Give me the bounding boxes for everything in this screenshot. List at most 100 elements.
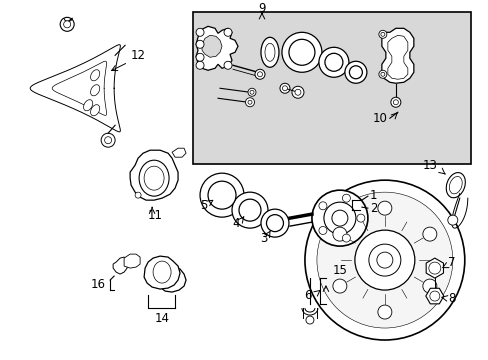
Circle shape [135, 192, 141, 198]
Circle shape [342, 194, 350, 202]
Circle shape [257, 72, 262, 77]
Circle shape [245, 98, 254, 107]
Polygon shape [381, 28, 413, 83]
Circle shape [239, 199, 261, 221]
Circle shape [101, 133, 115, 147]
Circle shape [342, 234, 350, 242]
Circle shape [196, 40, 203, 48]
Circle shape [323, 202, 355, 234]
Ellipse shape [153, 261, 171, 283]
Polygon shape [113, 257, 127, 274]
Circle shape [282, 86, 287, 91]
Ellipse shape [90, 85, 100, 96]
Text: 7: 7 [447, 256, 455, 269]
Circle shape [224, 61, 231, 69]
Circle shape [429, 291, 439, 301]
Circle shape [316, 192, 452, 328]
Circle shape [318, 47, 348, 77]
Ellipse shape [144, 166, 164, 190]
Polygon shape [172, 148, 185, 157]
Bar [193, 12, 470, 164]
Circle shape [378, 30, 386, 38]
Text: 16: 16 [90, 278, 105, 291]
Circle shape [422, 227, 436, 241]
Circle shape [261, 209, 288, 237]
Text: 14: 14 [154, 311, 169, 324]
Circle shape [376, 252, 392, 268]
Ellipse shape [448, 176, 461, 194]
Circle shape [254, 69, 264, 79]
Text: 3: 3 [260, 231, 267, 244]
Text: 1: 1 [369, 189, 377, 202]
Circle shape [63, 21, 71, 28]
Circle shape [247, 100, 251, 104]
Polygon shape [130, 150, 178, 200]
Text: 9: 9 [258, 2, 265, 15]
Circle shape [428, 262, 440, 274]
Circle shape [349, 66, 362, 79]
Polygon shape [124, 254, 140, 268]
Polygon shape [202, 35, 222, 57]
Polygon shape [426, 258, 443, 278]
Circle shape [305, 316, 313, 324]
Circle shape [288, 39, 314, 65]
Ellipse shape [264, 43, 274, 61]
Circle shape [356, 214, 364, 222]
Polygon shape [196, 26, 238, 70]
Circle shape [422, 279, 436, 293]
Text: 6: 6 [304, 289, 311, 302]
Circle shape [282, 32, 321, 72]
Circle shape [318, 202, 326, 210]
Circle shape [291, 86, 304, 98]
Circle shape [380, 32, 384, 36]
Circle shape [368, 244, 400, 276]
Text: 10: 10 [372, 112, 386, 125]
Circle shape [390, 97, 400, 107]
Ellipse shape [446, 172, 465, 198]
Text: 8: 8 [447, 292, 454, 305]
Circle shape [196, 61, 203, 69]
Circle shape [200, 173, 244, 217]
Circle shape [447, 215, 457, 225]
Circle shape [249, 90, 253, 94]
Circle shape [331, 210, 347, 226]
Circle shape [266, 215, 283, 231]
Circle shape [224, 28, 231, 36]
Circle shape [207, 181, 236, 209]
Ellipse shape [90, 70, 100, 81]
Circle shape [377, 305, 391, 319]
Circle shape [380, 72, 384, 76]
Text: 2: 2 [369, 202, 377, 215]
Text: 13: 13 [422, 159, 436, 172]
Circle shape [354, 230, 414, 290]
Circle shape [378, 70, 386, 78]
Circle shape [294, 89, 300, 95]
Polygon shape [425, 288, 443, 304]
Circle shape [60, 17, 74, 31]
Circle shape [324, 53, 342, 71]
Polygon shape [387, 35, 407, 79]
Text: 11: 11 [147, 209, 162, 222]
Circle shape [332, 227, 346, 241]
Circle shape [332, 279, 346, 293]
Circle shape [311, 190, 367, 246]
Circle shape [344, 61, 366, 83]
Text: 15: 15 [332, 264, 346, 276]
Ellipse shape [139, 160, 169, 196]
Text: 12: 12 [130, 49, 145, 62]
Circle shape [305, 180, 464, 340]
Polygon shape [158, 267, 185, 292]
Circle shape [196, 53, 203, 61]
Ellipse shape [261, 37, 278, 67]
Circle shape [280, 83, 289, 93]
Text: 5: 5 [200, 199, 207, 212]
Circle shape [247, 88, 255, 96]
Text: 4: 4 [232, 217, 239, 230]
Circle shape [231, 192, 267, 228]
Ellipse shape [83, 100, 93, 111]
Circle shape [104, 137, 111, 144]
Circle shape [196, 28, 203, 36]
Ellipse shape [90, 105, 100, 116]
Circle shape [377, 201, 391, 215]
Circle shape [392, 100, 398, 105]
